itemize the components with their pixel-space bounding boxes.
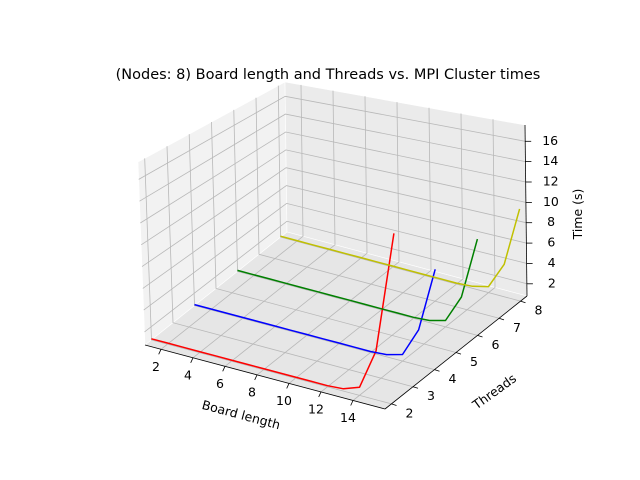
series-line-threads-4 bbox=[194, 269, 436, 356]
x-tick bbox=[158, 349, 162, 355]
z-tick-label: 10 bbox=[543, 194, 559, 209]
z-gridline bbox=[138, 95, 526, 180]
x-tick bbox=[254, 374, 258, 381]
x-axis-label: Board length bbox=[200, 397, 282, 432]
y-tick bbox=[455, 352, 462, 355]
z-tick-label: 8 bbox=[547, 214, 555, 229]
z-gridline bbox=[143, 202, 527, 311]
x-tick bbox=[350, 400, 354, 406]
z-axis-line bbox=[524, 124, 528, 297]
z-tick-label: 16 bbox=[542, 133, 558, 148]
z-tick-label: 14 bbox=[542, 153, 558, 168]
series-line-threads-2 bbox=[151, 233, 395, 390]
z-tick-label: 6 bbox=[547, 235, 555, 250]
x-tick bbox=[222, 366, 226, 372]
x-tick-label: 10 bbox=[276, 393, 292, 408]
z-tick-label: 12 bbox=[543, 174, 559, 189]
x-tick-label: 12 bbox=[308, 401, 324, 416]
y-tick-label: 7 bbox=[513, 320, 521, 335]
x-tick bbox=[286, 383, 290, 389]
chart-title: (Nodes: 8) Board length and Threads vs. … bbox=[116, 67, 541, 83]
y-tick-label: 4 bbox=[449, 371, 457, 386]
y-tick-label: 6 bbox=[492, 337, 500, 352]
x-tick-label: 4 bbox=[184, 367, 192, 382]
x-tick bbox=[318, 391, 322, 398]
y-tick-label: 2 bbox=[406, 405, 414, 420]
z-gridline bbox=[142, 185, 527, 289]
y-tick bbox=[434, 369, 440, 372]
series-line-threads-8 bbox=[280, 208, 521, 288]
z-gridline bbox=[140, 131, 526, 224]
x-axis-line bbox=[144, 344, 386, 410]
z-gridline bbox=[141, 167, 527, 267]
x-tick-label: 2 bbox=[152, 359, 160, 374]
z-gridline bbox=[139, 113, 526, 202]
z-gridline bbox=[144, 220, 528, 333]
y-axis-label: Threads bbox=[469, 371, 519, 413]
y-tick bbox=[520, 300, 526, 304]
y-tick-label: 8 bbox=[535, 303, 543, 318]
x-tick-label: 6 bbox=[216, 376, 224, 391]
chart-series bbox=[151, 208, 521, 390]
series-line-threads-6 bbox=[237, 238, 479, 322]
y-tick bbox=[477, 335, 483, 338]
x-tick-label: 14 bbox=[340, 410, 356, 425]
y-tick bbox=[412, 386, 419, 389]
y-tick-label: 3 bbox=[427, 388, 435, 403]
z-tick-label: 4 bbox=[548, 255, 556, 270]
x-tick-label: 8 bbox=[248, 384, 256, 399]
y-tick-label: 5 bbox=[470, 354, 478, 369]
z-tick-label: 2 bbox=[548, 275, 556, 290]
chart-grid bbox=[138, 84, 528, 405]
y-tick bbox=[498, 317, 505, 321]
y-tick bbox=[391, 403, 397, 406]
x-tick bbox=[190, 357, 194, 363]
z-gridline bbox=[140, 149, 526, 246]
z-axis-label: Time (s) bbox=[570, 189, 585, 241]
